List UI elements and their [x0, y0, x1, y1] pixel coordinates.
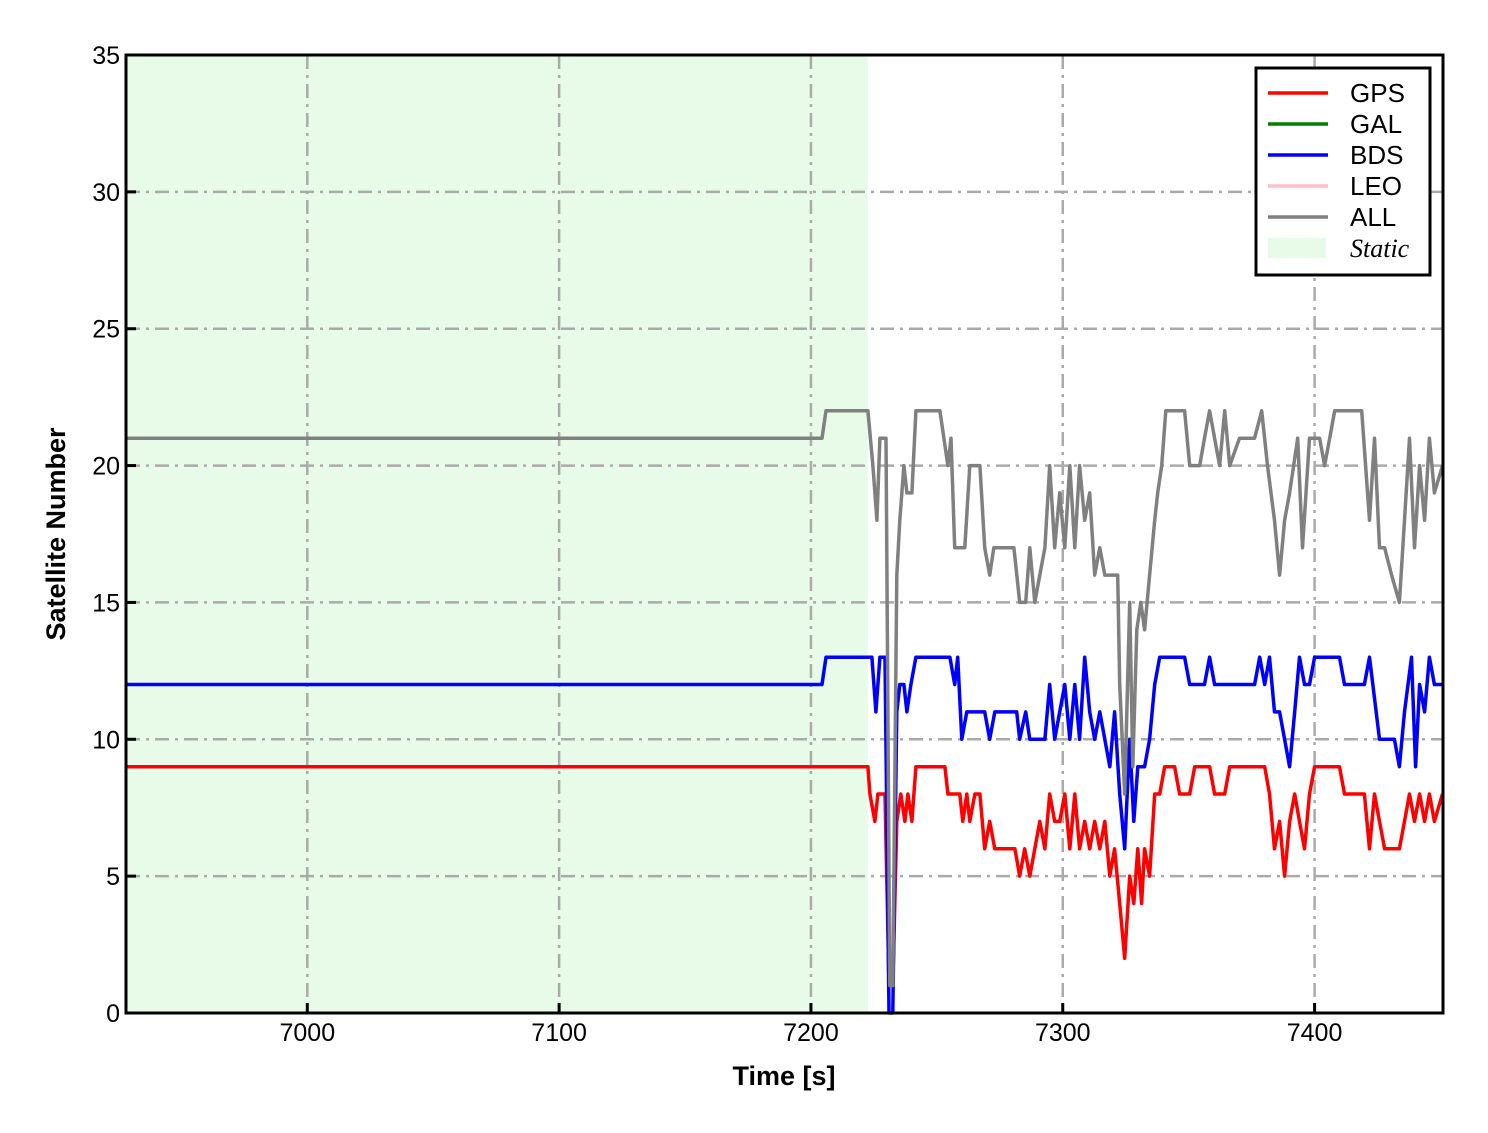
x-tick-label: 7300 — [1035, 1019, 1091, 1047]
grid-layer — [126, 55, 1443, 1013]
y-tick-label: 25 — [92, 316, 120, 344]
tick-layer: 7000 7100 7200 7300 7400 0 5 10 15 20 25 30 35 — [92, 42, 1342, 1047]
y-tick-label: 35 — [92, 42, 120, 70]
y-axis-label: Satellite Number — [41, 427, 71, 641]
y-tick-label: 15 — [92, 589, 120, 617]
legend-label-gal: GAL — [1350, 109, 1402, 139]
x-tick-label: 7000 — [279, 1019, 335, 1047]
x-tick-label: 7400 — [1287, 1019, 1343, 1047]
x-tick-label: 7200 — [783, 1019, 839, 1047]
series-layer — [126, 409, 1445, 1015]
x-axis-label: Time [s] — [732, 1061, 835, 1091]
plot-frame — [124, 53, 1445, 1015]
y-tick-label: 20 — [92, 453, 120, 481]
legend-swatch-static — [1268, 238, 1326, 258]
y-tick-label: 5 — [106, 863, 120, 891]
x-tick-label: 7100 — [531, 1019, 587, 1047]
y-tick-label: 10 — [92, 726, 120, 754]
static-region-layer — [126, 55, 868, 1013]
y-tick-label: 30 — [92, 179, 120, 207]
series-line-bds — [126, 655, 1443, 1015]
series-line-gps — [126, 764, 1445, 988]
legend-label-gps: GPS — [1350, 78, 1405, 108]
legend-label-bds: BDS — [1350, 140, 1403, 170]
legend-label-all: ALL — [1350, 202, 1396, 232]
legend-label-leo: LEO — [1350, 171, 1402, 201]
series-line-all — [126, 409, 1445, 988]
static-region — [126, 55, 868, 1013]
y-tick-label: 0 — [106, 1000, 120, 1028]
legend-label-static: Static — [1350, 234, 1410, 263]
